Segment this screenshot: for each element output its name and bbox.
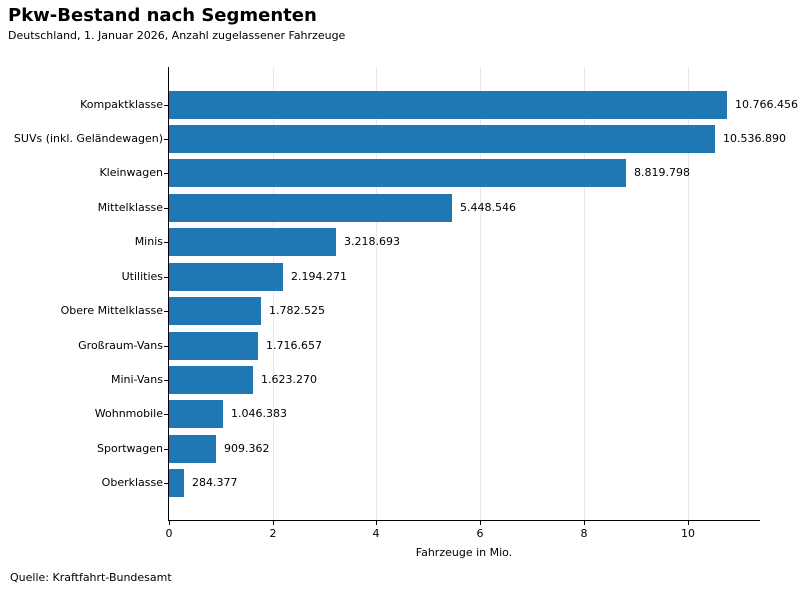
x-tick	[584, 521, 585, 525]
source-note: Quelle: Kraftfahrt-Bundesamt	[10, 571, 172, 584]
category-label: Mittelklasse	[97, 201, 163, 214]
bar	[169, 125, 715, 153]
x-tick-label: 6	[476, 527, 484, 540]
x-tick-label: 2	[269, 527, 277, 540]
x-tick	[169, 521, 170, 525]
bar	[169, 263, 283, 291]
bar	[169, 400, 223, 428]
category-label: Oberklasse	[101, 476, 163, 489]
x-axis-spine	[168, 520, 760, 521]
bar-value-label: 3.218.693	[344, 235, 400, 248]
category-label: Obere Mittelklasse	[60, 304, 163, 317]
bar-value-label: 909.362	[224, 442, 270, 455]
category-label: SUVs (inkl. Geländewagen)	[13, 132, 163, 145]
gridline-x8	[584, 67, 585, 520]
y-tick	[164, 208, 168, 209]
bar-value-label: 284.377	[192, 476, 238, 489]
bar	[169, 366, 253, 394]
category-label: Kleinwagen	[99, 166, 163, 179]
bar-value-label: 10.536.890	[723, 132, 786, 145]
x-tick	[273, 521, 274, 525]
category-label: Großraum-Vans	[78, 339, 163, 352]
y-tick	[164, 483, 168, 484]
y-tick	[164, 449, 168, 450]
y-tick	[164, 173, 168, 174]
y-tick	[164, 311, 168, 312]
x-tick	[376, 521, 377, 525]
bar	[169, 297, 261, 325]
bar-value-label: 2.194.271	[291, 270, 347, 283]
category-label: Minis	[134, 235, 163, 248]
gridline-x4	[376, 67, 377, 520]
x-tick-label: 4	[372, 527, 380, 540]
y-tick	[164, 242, 168, 243]
bar	[169, 228, 336, 256]
category-label: Wohnmobile	[94, 407, 163, 420]
gridline-x6	[480, 67, 481, 520]
category-label: Utilities	[121, 270, 163, 283]
plot-area: 10.766.456 10.536.890 8.819.798 5.448.546 3.…	[169, 67, 798, 520]
y-tick	[164, 105, 168, 106]
gridline-x10	[688, 67, 689, 520]
bar	[169, 159, 626, 187]
x-tick-label: 0	[165, 527, 173, 540]
chart-subtitle: Deutschland, 1. Januar 2026, Anzahl zuge…	[8, 29, 346, 42]
y-tick	[164, 139, 168, 140]
x-tick-label: 10	[681, 527, 695, 540]
bar	[169, 435, 216, 463]
bar-value-label: 1.623.270	[261, 373, 317, 386]
category-label: Sportwagen	[97, 442, 163, 455]
y-tick	[164, 414, 168, 415]
y-axis-spine	[168, 67, 169, 521]
bar	[169, 332, 258, 360]
bar-value-label: 1.782.525	[269, 304, 325, 317]
gridline-x2	[273, 67, 274, 520]
category-label: Kompaktklasse	[80, 98, 163, 111]
y-tick	[164, 380, 168, 381]
category-label: Mini-Vans	[110, 373, 163, 386]
bar-value-label: 1.046.383	[231, 407, 287, 420]
x-tick-label: 8	[580, 527, 588, 540]
bar-value-label: 5.448.546	[460, 201, 516, 214]
x-axis-title: Fahrzeuge in Mio.	[415, 546, 513, 559]
bar-value-label: 1.716.657	[266, 339, 322, 352]
bar-value-label: 8.819.798	[634, 166, 690, 179]
bar-value-label: 10.766.456	[735, 98, 798, 111]
y-tick	[164, 277, 168, 278]
chart-title: Pkw-Bestand nach Segmenten	[8, 5, 317, 26]
x-tick	[688, 521, 689, 525]
bar	[169, 194, 452, 222]
x-tick	[480, 521, 481, 525]
bar	[169, 469, 184, 497]
bar	[169, 91, 727, 119]
y-tick	[164, 346, 168, 347]
